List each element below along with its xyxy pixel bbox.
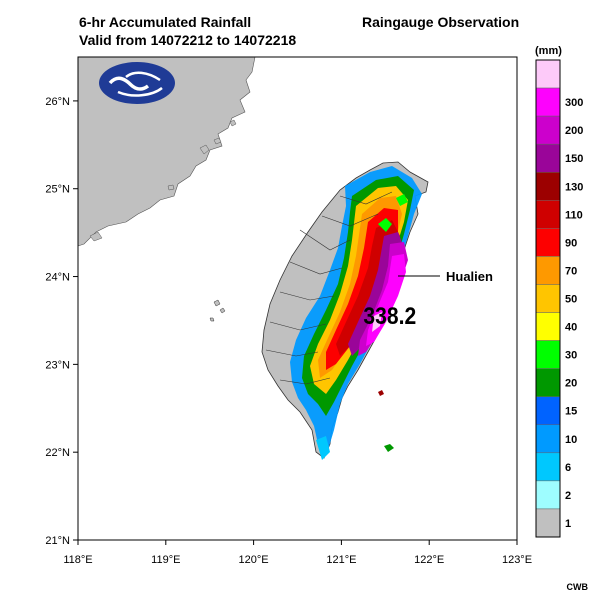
legend-label: 1 (565, 518, 571, 530)
lon-tick-label: 121°E (326, 554, 356, 566)
legend-label: 200 (565, 125, 583, 137)
legend-swatch (535, 256, 561, 285)
lat-tick-label: 26°N (45, 96, 70, 108)
legend-swatch (535, 424, 561, 454)
legend-label: 6 (565, 462, 571, 474)
legend-label: 20 (565, 378, 577, 390)
legend-swatch (535, 115, 561, 145)
lon-tick-label: 119°E (151, 554, 180, 566)
rainfall-patch-north (378, 194, 408, 232)
legend-label: 10 (565, 434, 577, 446)
legend-label: 15 (565, 406, 577, 418)
lon-tick-label: 122°E (414, 554, 444, 566)
lon-tick-label: 118°E (63, 554, 92, 566)
observation-source-label: Raingauge Observation (362, 14, 520, 30)
legend-swatch (535, 396, 561, 426)
rainfall-band-peak (372, 312, 382, 332)
source-credit: CWB (566, 582, 589, 592)
cwb-logo-icon (99, 62, 175, 104)
map-subtitle: Valid from 14072212 to 14072218 (79, 32, 297, 48)
lat-tick-label: 24°N (45, 272, 70, 284)
legend-label: 40 (565, 322, 577, 334)
lat-tick-label: 22°N (45, 447, 70, 459)
map-frame (77, 56, 518, 541)
legend-unit: (mm) (535, 45, 562, 57)
legend-swatch (535, 284, 561, 313)
lat-tick-label: 21°N (45, 535, 70, 547)
county-boundaries (265, 191, 393, 385)
green-island (378, 390, 384, 396)
legend-swatch (535, 340, 561, 369)
legend-label: 110 (565, 209, 583, 221)
map-title: 6-hr Accumulated Rainfall (79, 14, 252, 30)
legend-label: 50 (565, 294, 577, 306)
latitude-ticks: 21°N 22°N 23°N 24°N 25°N 26°N (45, 96, 78, 547)
legend-swatch (535, 508, 561, 538)
legend-label: 30 (565, 350, 577, 362)
legend-label: 150 (565, 153, 583, 165)
legend-swatch (535, 368, 561, 397)
orchid-island (384, 444, 394, 452)
lat-tick-label: 25°N (45, 184, 70, 196)
legend-swatch (535, 200, 561, 229)
legend-swatch (535, 480, 561, 510)
legend-swatch (535, 143, 561, 173)
legend-label: 130 (565, 181, 583, 193)
max-rainfall-value: 338.2 (363, 303, 416, 330)
legend-swatch (535, 171, 561, 201)
longitude-ticks: 118°E 119°E 120°E 121°E 122°E 123°E (63, 540, 532, 566)
legend-swatch (535, 452, 561, 482)
lat-tick-label: 23°N (45, 359, 70, 371)
rainfall-patch-south (316, 436, 330, 460)
legend-swatch (535, 87, 561, 117)
station-label: Hualien (446, 269, 493, 284)
penghu-islands (209, 299, 226, 322)
legend-frame (535, 59, 561, 538)
legend-swatch (535, 312, 561, 341)
legend-label: 300 (565, 97, 583, 109)
legend-swatch (535, 59, 561, 89)
legend-label: 90 (565, 237, 577, 249)
rainfall-color-legend: 300 200 150 130 110 90 70 50 40 30 20 15 10 6 2 1 (535, 59, 583, 538)
coastal-islands (89, 119, 237, 242)
mainland-china-landmass (77, 56, 256, 247)
lon-tick-label: 120°E (239, 554, 269, 566)
legend-label: 2 (565, 490, 571, 502)
legend-swatch (535, 228, 561, 257)
legend-label: 70 (565, 265, 577, 277)
lon-tick-label: 123°E (502, 554, 532, 566)
